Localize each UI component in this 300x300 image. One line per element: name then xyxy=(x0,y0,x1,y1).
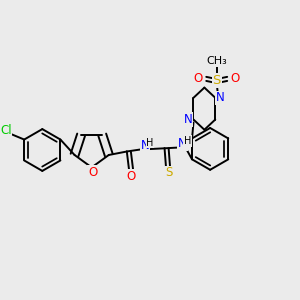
Text: O: O xyxy=(88,166,97,179)
Text: N: N xyxy=(216,91,225,104)
Text: O: O xyxy=(194,72,203,86)
Text: N: N xyxy=(178,137,187,150)
Text: O: O xyxy=(126,170,136,183)
Text: H: H xyxy=(184,136,191,146)
Text: N: N xyxy=(184,113,193,126)
Text: CH₃: CH₃ xyxy=(206,56,227,66)
Text: Cl: Cl xyxy=(0,124,12,137)
Text: S: S xyxy=(165,167,172,179)
Text: O: O xyxy=(230,72,240,86)
Text: N: N xyxy=(140,139,149,152)
Text: H: H xyxy=(146,138,154,148)
Text: S: S xyxy=(212,74,221,87)
